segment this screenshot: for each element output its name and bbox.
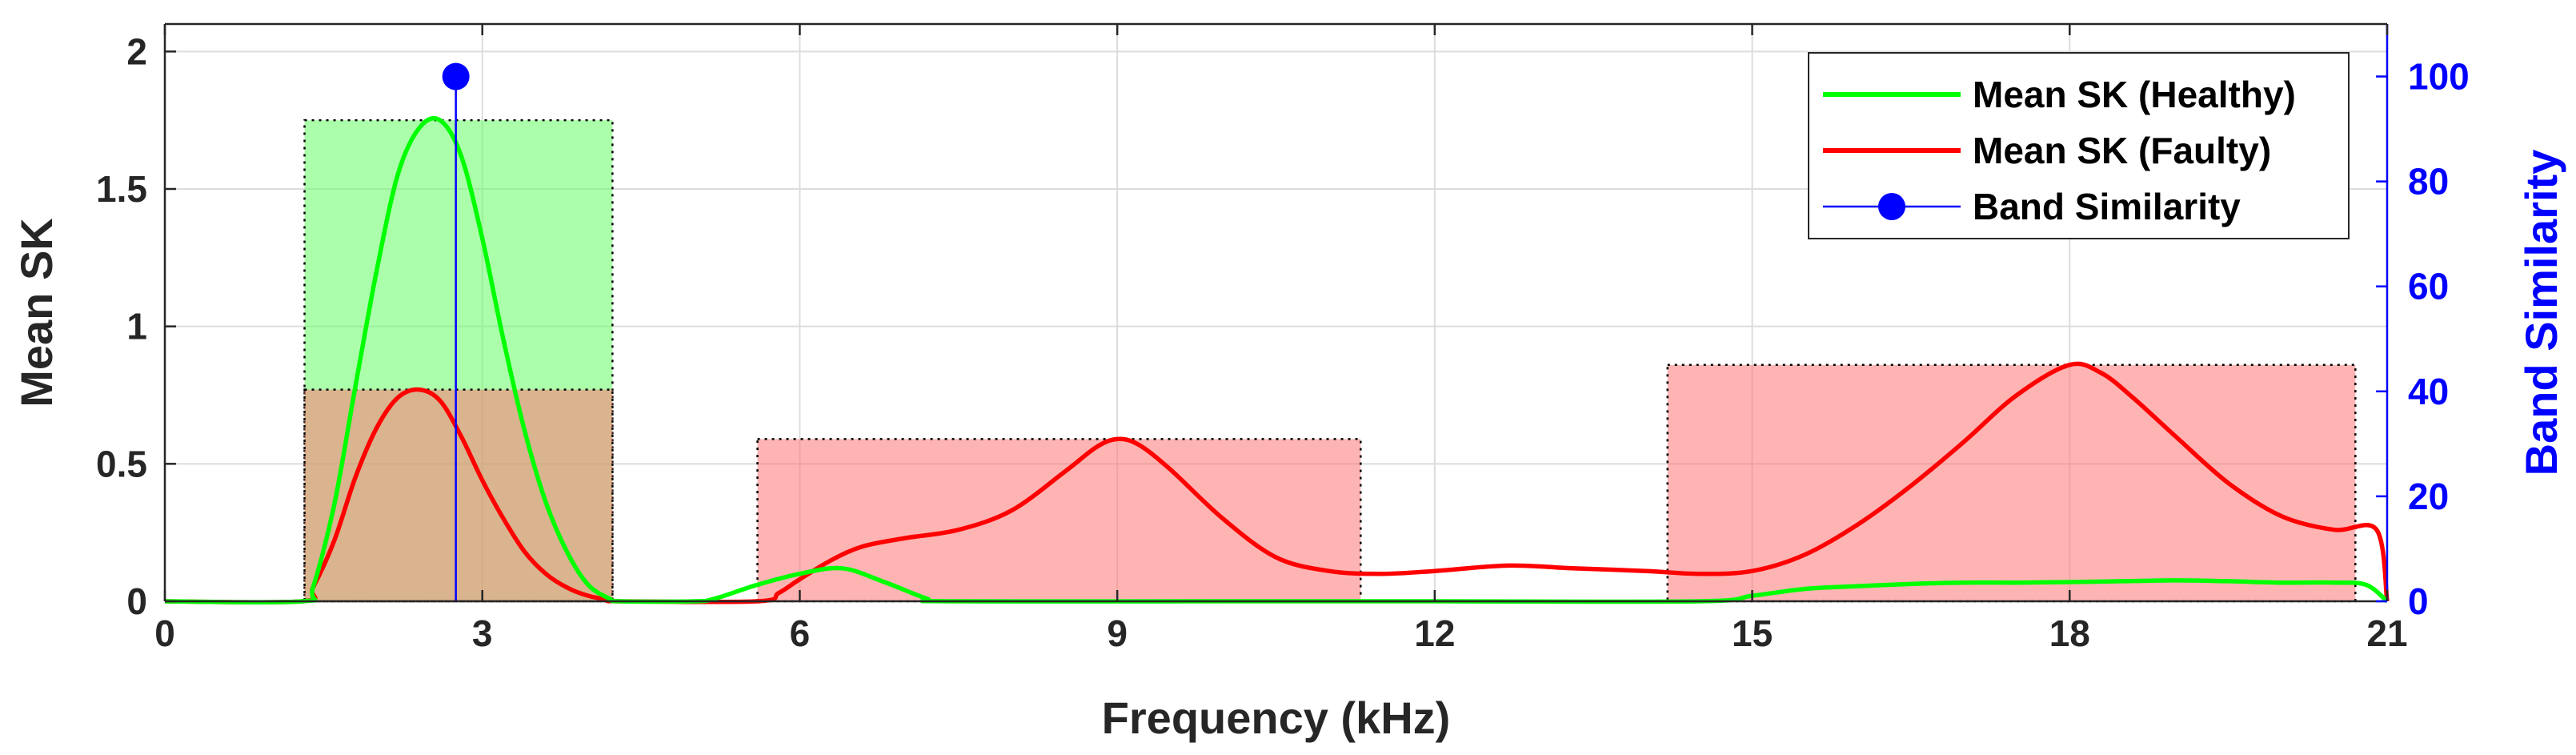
y-tick-label-1: 0.5 xyxy=(96,443,147,484)
y2-tick-label-4: 80 xyxy=(2408,161,2449,203)
x-tick-label-2: 6 xyxy=(790,612,811,654)
series-line-faulty xyxy=(164,361,2390,605)
legend-label-healthy: Mean SK (Healthy) xyxy=(1973,74,2296,115)
y2-tick-label-2: 40 xyxy=(2408,371,2449,412)
series-lines xyxy=(164,115,2390,605)
x-tick-label-5: 15 xyxy=(1732,612,1773,654)
legend-label-faulty: Mean SK (Faulty) xyxy=(1973,130,2271,171)
y-tick-label-3: 1.5 xyxy=(96,168,147,210)
x-tick-label-4: 12 xyxy=(1414,612,1455,654)
y2-tick-label-1: 20 xyxy=(2408,476,2449,517)
legend: Mean SK (Healthy) Mean SK (Faulty) Band … xyxy=(1808,52,2350,239)
y2-tick-label-3: 60 xyxy=(2408,266,2449,307)
band-similarity-stems xyxy=(442,62,470,601)
x-tick-label-6: 18 xyxy=(2049,612,2090,654)
x-axis-title: Frequency (kHz) xyxy=(1102,693,1451,743)
legend-label-band-similarity: Band Similarity xyxy=(1973,186,2241,227)
x-tick-label-3: 9 xyxy=(1107,612,1128,654)
legend-marker-band-similarity xyxy=(1878,193,1905,220)
x-tick-label-1: 3 xyxy=(472,612,493,654)
series-line-healthy xyxy=(164,115,2389,605)
stem-marker-0 xyxy=(442,62,470,90)
x-tick-label-7: 21 xyxy=(2366,612,2407,654)
y2-tick-label-5: 100 xyxy=(2408,56,2470,98)
y-tick-label-0: 0 xyxy=(126,580,147,622)
y2-tick-label-0: 0 xyxy=(2408,580,2429,622)
y-tick-label-4: 2 xyxy=(126,30,147,72)
axes xyxy=(163,22,2389,603)
y-tick-label-2: 1 xyxy=(126,306,147,347)
band-rect-2 xyxy=(756,438,1362,603)
y2-axis-title: Band Similarity xyxy=(2516,150,2566,476)
x-tick-label-0: 0 xyxy=(154,612,175,654)
band-rect-1 xyxy=(303,388,614,603)
y-axis-title: Mean SK xyxy=(11,218,62,408)
